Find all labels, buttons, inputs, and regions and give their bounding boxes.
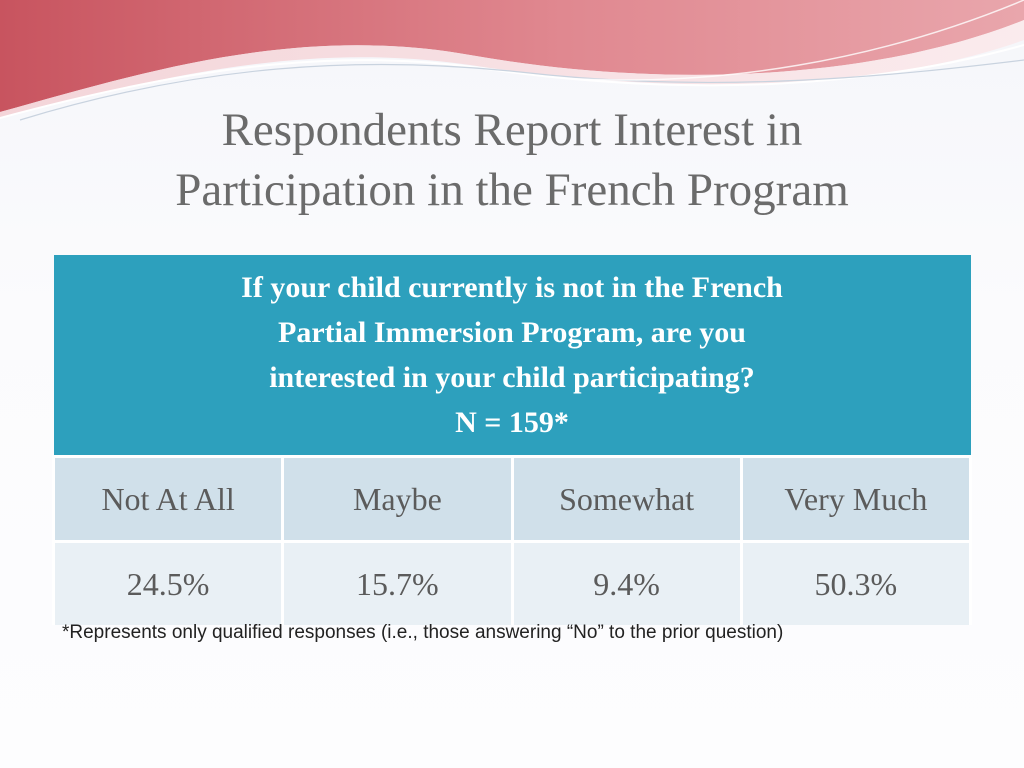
response-label-row: Not At All Maybe Somewhat Very Much [51,456,973,543]
label-not-at-all: Not At All [51,456,285,543]
sample-size: N = 159* [455,406,569,439]
label-somewhat: Somewhat [510,456,743,543]
slide-title-line-2: Participation in the French Program [175,164,849,216]
response-value-row: 24.5% 15.7% 9.4% 50.3% [51,541,973,625]
label-maybe: Maybe [281,456,514,543]
question-header-row: If your child currently is not in the Fr… [53,255,971,458]
slide-title: Respondents Report Interest in Participa… [40,100,984,220]
question-line-1: If your child currently is not in the Fr… [241,271,783,304]
value-very-much: 50.3% [739,541,973,625]
survey-question-header: If your child currently is not in the Fr… [53,255,971,458]
label-very-much: Very Much [739,456,973,543]
footnote: *Represents only qualified responses (i.… [62,622,784,643]
slide-title-line-1: Respondents Report Interest in [221,104,803,156]
value-somewhat: 9.4% [510,541,743,625]
decorative-wave-banner [0,0,1024,121]
value-maybe: 15.7% [281,541,514,625]
question-line-3: interested in your child participating? [269,361,755,394]
question-line-2: Partial Immersion Program, are you [278,316,746,349]
survey-results-table: If your child currently is not in the Fr… [51,255,973,625]
value-not-at-all: 24.5% [51,541,285,625]
